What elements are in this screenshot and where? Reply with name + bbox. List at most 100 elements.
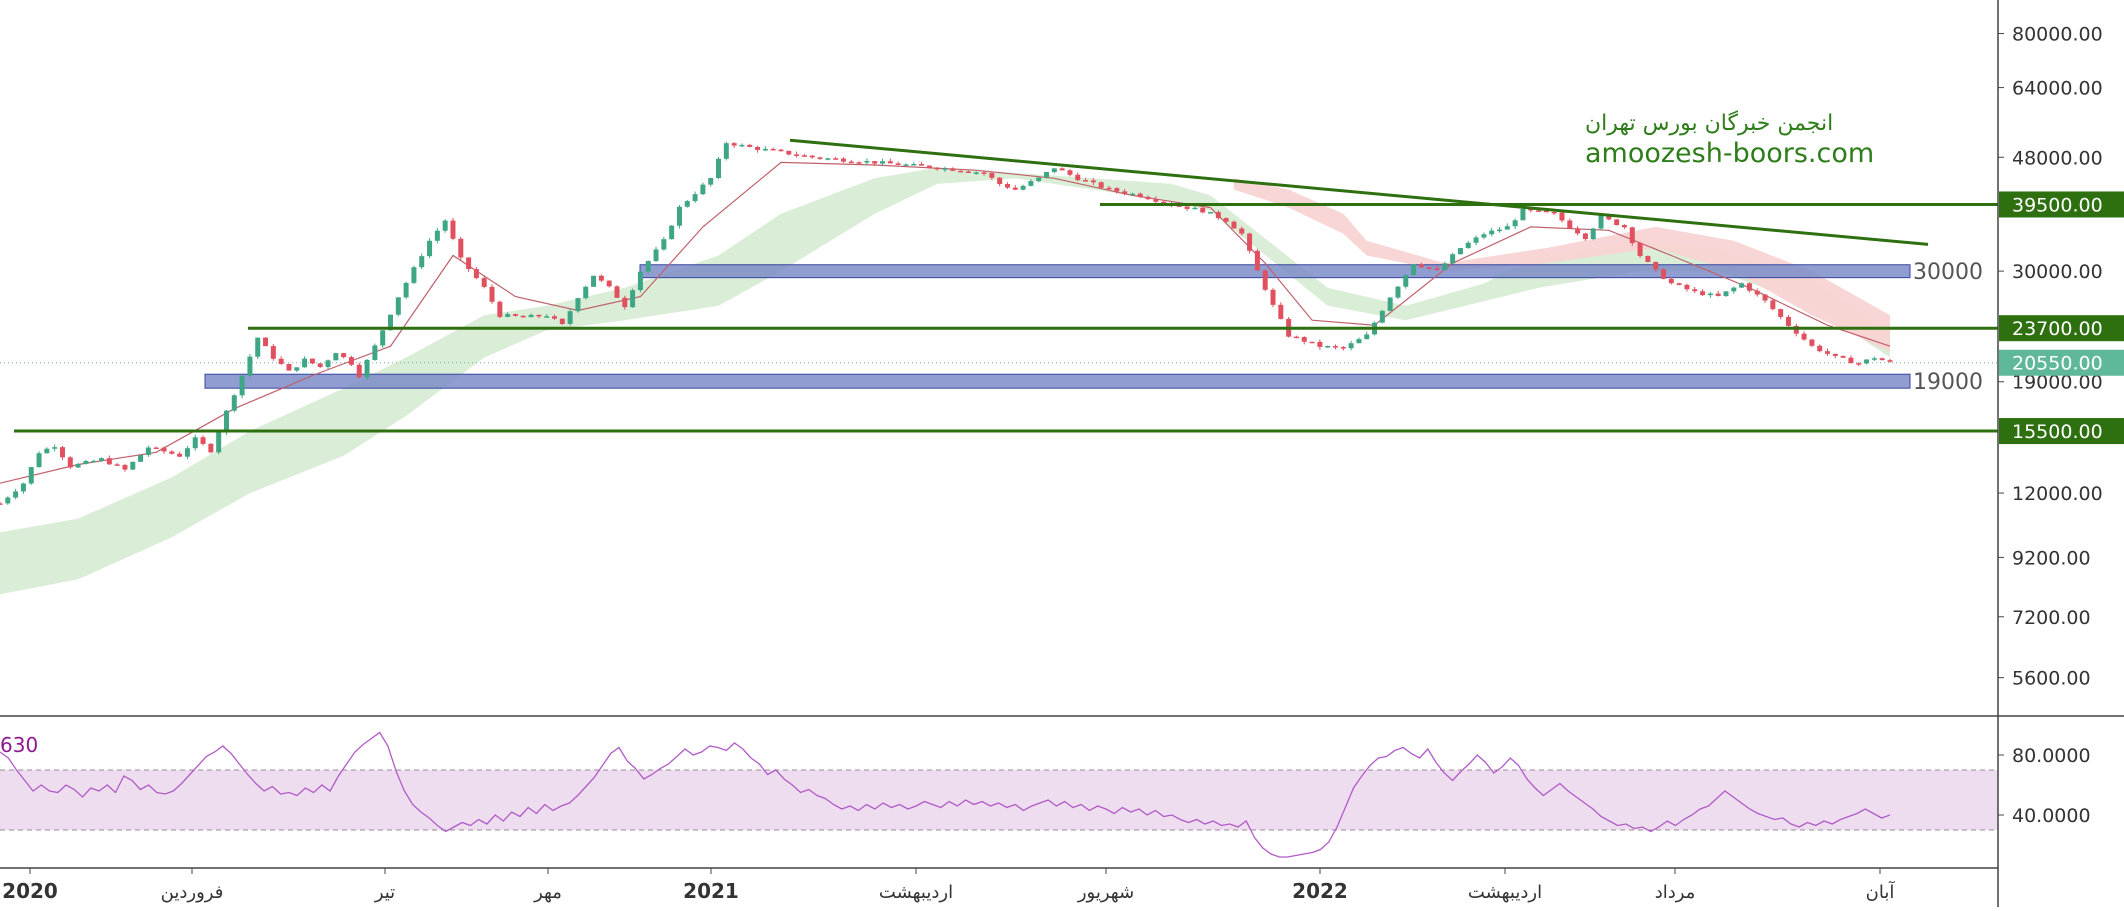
- time-tick-label: تیر: [374, 882, 395, 903]
- candle: [1567, 220, 1573, 229]
- candle: [934, 167, 940, 170]
- candle: [1770, 300, 1776, 310]
- candle: [973, 172, 979, 174]
- time-tick-label: آبان: [1866, 880, 1896, 903]
- candle: [981, 172, 987, 174]
- candle: [372, 345, 378, 360]
- candle: [1208, 212, 1214, 214]
- candle: [716, 158, 722, 179]
- candle: [684, 201, 690, 207]
- candle: [52, 447, 58, 449]
- candle: [1254, 250, 1260, 271]
- candle: [177, 453, 183, 457]
- candle: [36, 453, 42, 468]
- candle: [1075, 174, 1081, 181]
- candle: [325, 360, 331, 367]
- candle: [833, 158, 839, 160]
- last-price-tag[interactable]: [1999, 349, 2124, 376]
- price-tick-label: 80000.00: [2012, 24, 2103, 46]
- candle: [1848, 357, 1854, 364]
- candle: [1731, 287, 1737, 292]
- candle: [317, 363, 323, 367]
- candle: [1418, 264, 1424, 268]
- candle: [1817, 345, 1823, 352]
- candle: [208, 443, 214, 453]
- candle: [1879, 358, 1885, 361]
- descending-trendline[interactable]: [789, 138, 1929, 246]
- level-price-tag[interactable]: [1999, 315, 2124, 342]
- level-price-tag[interactable]: [1999, 191, 2124, 218]
- candle: [512, 314, 518, 316]
- candle: [747, 144, 753, 147]
- candle: [1293, 336, 1299, 339]
- candle: [5, 497, 11, 504]
- candle: [536, 314, 542, 317]
- candle: [1668, 278, 1674, 284]
- candle: [1551, 211, 1557, 214]
- rsi-line: [0, 731, 1891, 858]
- candle: [200, 437, 206, 444]
- candle: [1098, 182, 1104, 188]
- candle: [231, 395, 237, 411]
- candle: [1325, 346, 1331, 348]
- candle: [411, 267, 417, 283]
- candle: [1692, 289, 1698, 292]
- candle: [1379, 310, 1385, 323]
- candle: [1317, 341, 1323, 347]
- support-zone[interactable]: [204, 373, 1911, 389]
- candle: [1715, 293, 1721, 296]
- price-tick-label: 19000.00: [2012, 372, 2103, 394]
- candle: [1028, 181, 1034, 186]
- candle: [91, 460, 97, 463]
- candle: [1442, 263, 1448, 270]
- candle: [505, 314, 511, 317]
- candle: [1653, 261, 1659, 270]
- candle: [489, 286, 495, 302]
- candle: [13, 491, 19, 498]
- candle: [1239, 228, 1245, 234]
- candle: [1083, 180, 1089, 182]
- candle: [184, 448, 190, 457]
- candle: [669, 225, 675, 240]
- candle: [840, 158, 846, 162]
- candle: [161, 447, 167, 452]
- time-tick-label: 2020: [2, 879, 58, 903]
- candle: [1262, 270, 1268, 290]
- candle: [458, 238, 464, 258]
- candle: [1122, 191, 1128, 194]
- level-price-tag-label: 15500.00: [2012, 421, 2103, 443]
- candle: [614, 286, 620, 298]
- candle: [552, 316, 558, 319]
- candle: [1176, 205, 1182, 207]
- candle: [278, 358, 284, 365]
- candle: [825, 158, 831, 160]
- candle: [1707, 293, 1713, 296]
- candle: [989, 173, 995, 178]
- candle: [1434, 268, 1440, 270]
- overlay: انجمن خبرگان بورس تهران amoozesh-boors.c…: [1585, 110, 1874, 169]
- candle: [1793, 325, 1799, 334]
- candle: [1489, 230, 1495, 235]
- candle: [1161, 201, 1167, 204]
- candle: [653, 249, 659, 262]
- candle: [958, 170, 964, 173]
- candle: [786, 150, 792, 155]
- candle: [1723, 291, 1729, 296]
- candle: [801, 155, 807, 157]
- candle: [1340, 346, 1346, 349]
- candle: [1598, 215, 1604, 229]
- candle: [528, 314, 534, 318]
- candle: [1629, 227, 1635, 244]
- candle: [1231, 221, 1237, 229]
- candle: [1504, 226, 1510, 230]
- watermark-line1: انجمن خبرگان بورس تهران: [1585, 110, 1833, 136]
- candle: [1590, 228, 1596, 240]
- candle: [723, 143, 729, 159]
- level-price-tag[interactable]: [1999, 418, 2124, 445]
- candle: [911, 163, 917, 166]
- candle: [1036, 177, 1042, 182]
- candle: [395, 297, 401, 315]
- level-price-tag-label: 23700.00: [2012, 318, 2103, 340]
